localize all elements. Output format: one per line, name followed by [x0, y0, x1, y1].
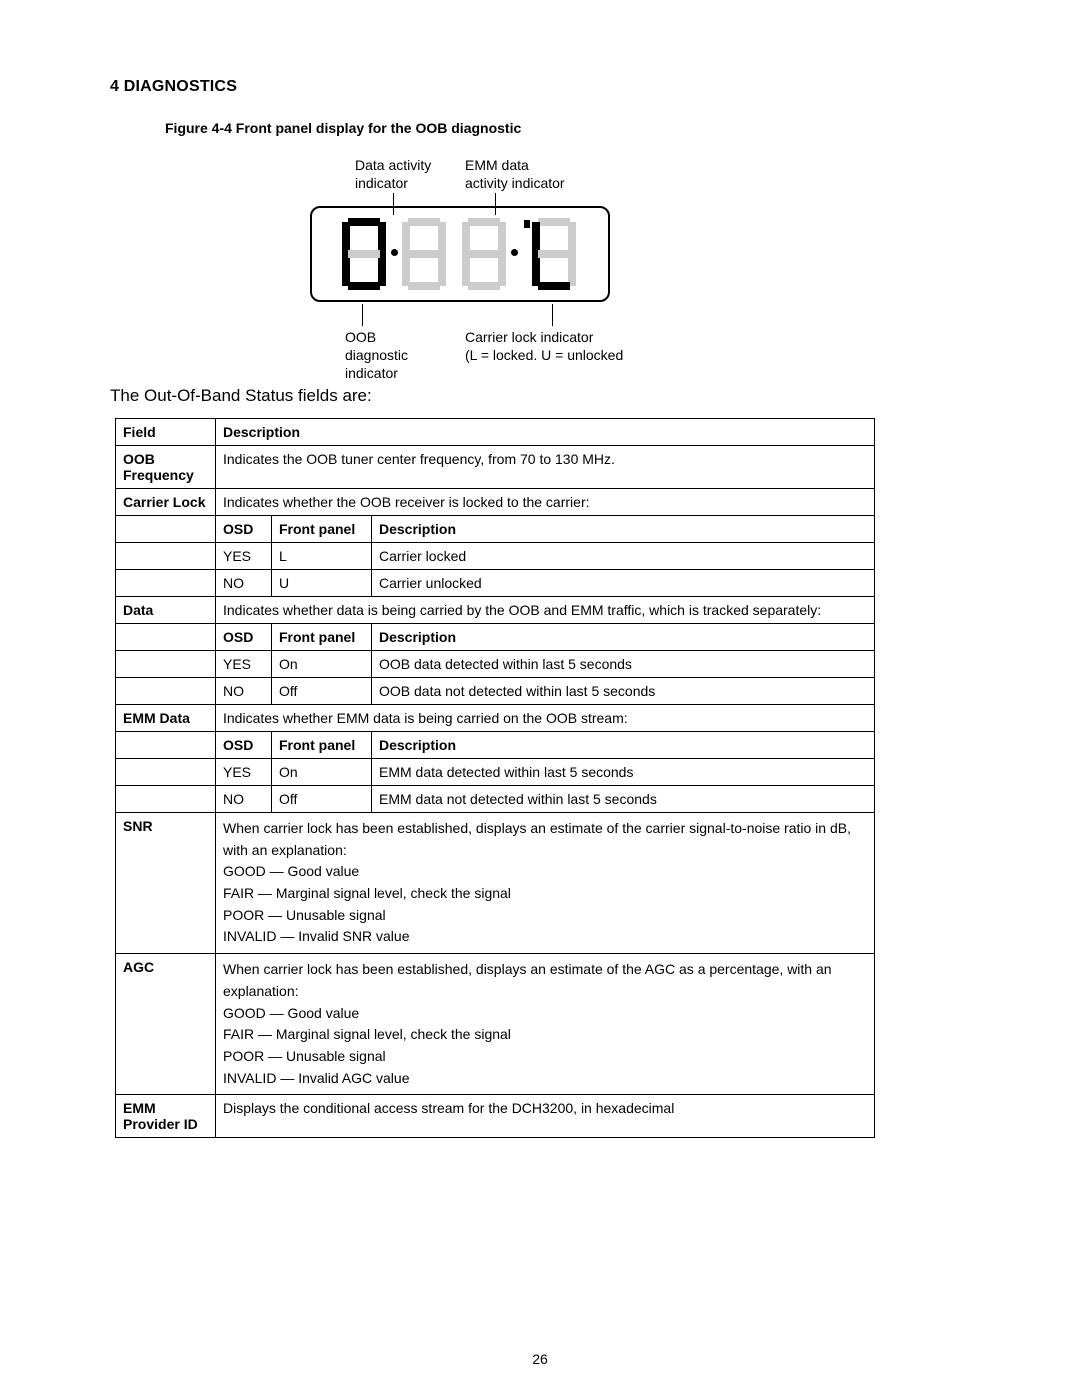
emm-activity-label: EMM data activity indicator [465, 156, 565, 192]
table-row: YESOnEMM data detected within last 5 sec… [116, 759, 875, 786]
status-fields-table: Field Description OOB Frequency Indicate… [115, 418, 875, 1138]
col-field: Field [116, 419, 216, 446]
col-description: Description [216, 419, 875, 446]
table-row: Carrier Lock Indicates whether the OOB r… [116, 489, 875, 516]
table-row: EMM Provider ID Displays the conditional… [116, 1095, 875, 1138]
table-sub-header-row: OSD Front panel Description [116, 732, 875, 759]
table-row: OOB Frequency Indicates the OOB tuner ce… [116, 446, 875, 489]
carrier-lock-label: Carrier lock indicator (L = locked. U = … [465, 328, 623, 364]
figure-caption: Figure 4-4 Front panel display for the O… [165, 120, 970, 136]
section-heading: 4 DIAGNOSTICS [110, 78, 970, 96]
table-row: Data Indicates whether data is being car… [116, 597, 875, 624]
table-row: NOOffEMM data not detected within last 5… [116, 786, 875, 813]
page-number: 26 [0, 1351, 1080, 1367]
data-activity-label: Data activity indicator [355, 156, 431, 192]
oob-diagnostic-label: OOB diagnostic indicator [345, 328, 408, 383]
table-row: YESLCarrier locked [116, 543, 875, 570]
table-row: SNR When carrier lock has been establish… [116, 813, 875, 954]
table-sub-header-row: OSD Front panel Description [116, 624, 875, 651]
intro-line: The Out-Of-Band Status fields are: [110, 386, 970, 406]
table-row: YESOnOOB data detected within last 5 sec… [116, 651, 875, 678]
table-row: AGC When carrier lock has been establish… [116, 954, 875, 1095]
table-sub-header-row: OSD Front panel Description [116, 516, 875, 543]
table-row: EMM Data Indicates whether EMM data is b… [116, 705, 875, 732]
table-row: NOOffOOB data not detected within last 5… [116, 678, 875, 705]
lcd-display-frame [310, 206, 610, 302]
front-panel-diagram: Data activity indicator EMM data activit… [280, 156, 800, 376]
table-header-row: Field Description [116, 419, 875, 446]
table-row: NOUCarrier unlocked [116, 570, 875, 597]
document-page: 4 DIAGNOSTICS Figure 4-4 Front panel dis… [0, 0, 1080, 1397]
